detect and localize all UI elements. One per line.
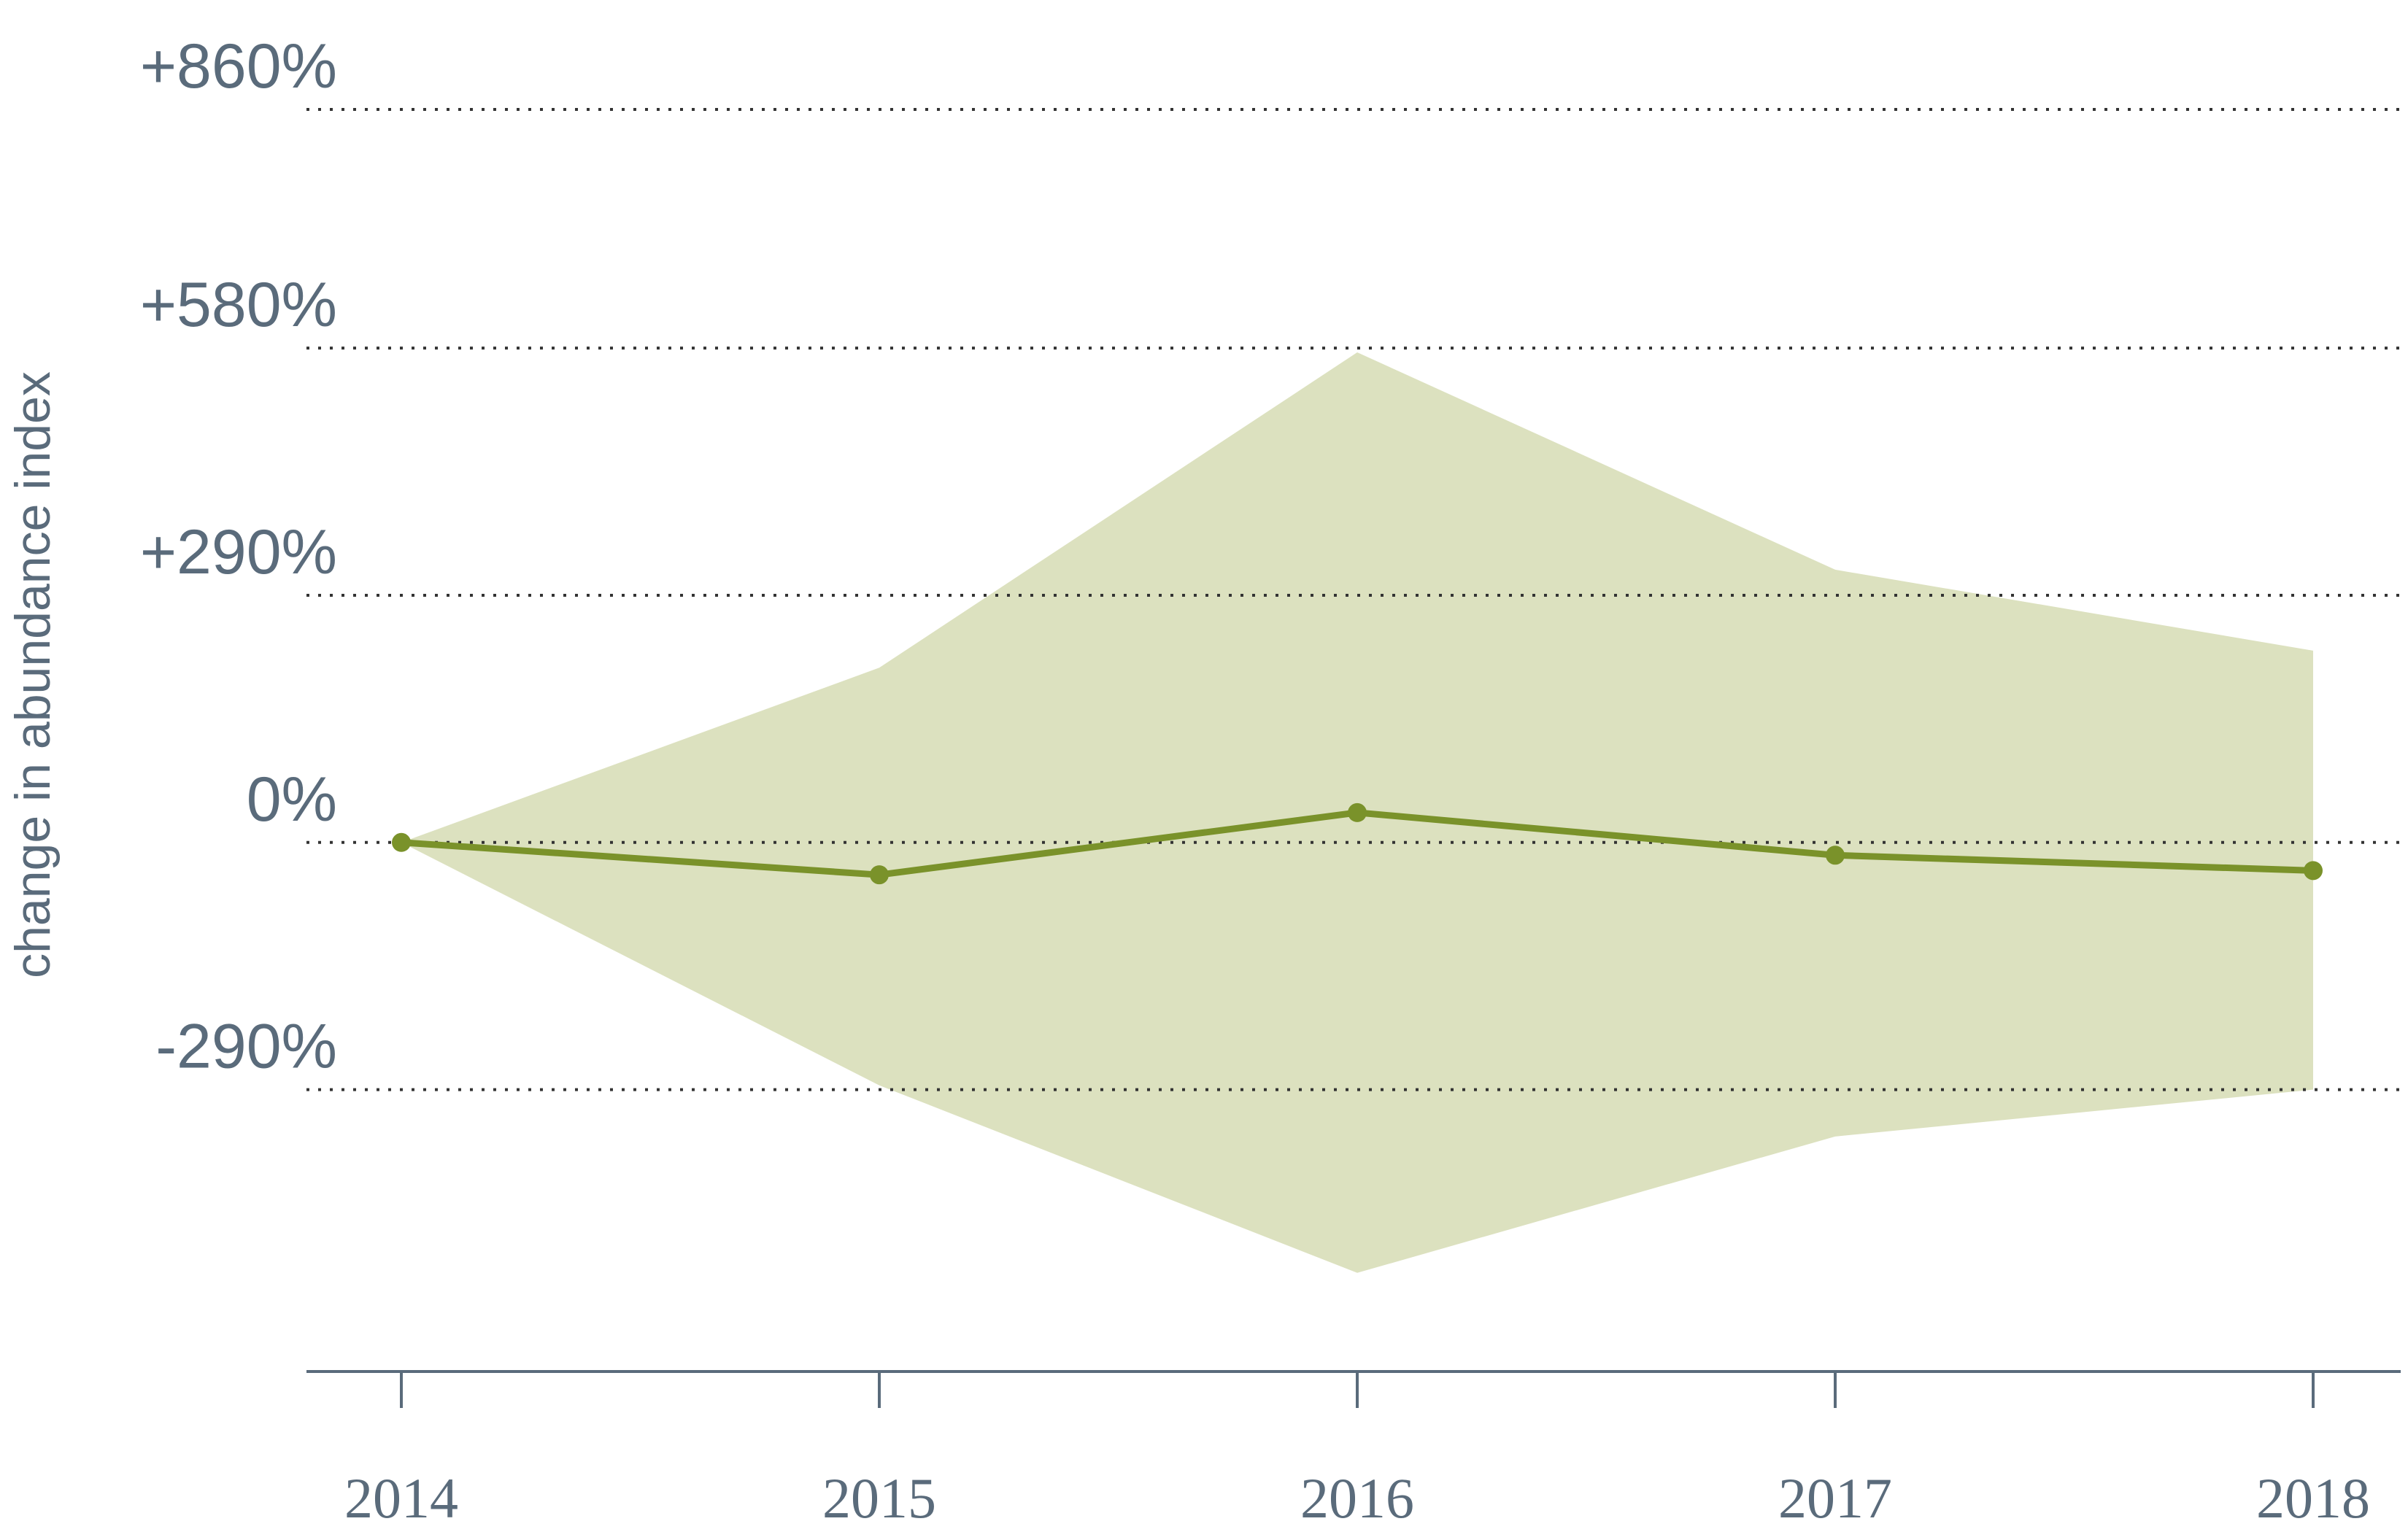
x-tick-label: 2014 — [344, 1466, 458, 1530]
y-axis-title: change in abundance index — [5, 371, 61, 978]
data-point — [870, 865, 889, 885]
y-tick-label: +860% — [140, 31, 337, 101]
x-tick-label: 2017 — [1778, 1466, 1892, 1530]
data-point — [1826, 846, 1845, 865]
data-point — [1348, 802, 1367, 822]
x-tick-labels: 2014 2015 2016 2017 2018 — [344, 1466, 2370, 1530]
x-tick-label: 2015 — [822, 1466, 936, 1530]
y-tick-label: +580% — [140, 270, 337, 340]
data-point — [392, 832, 411, 852]
x-axis — [306, 1370, 2401, 1408]
y-tick-label: 0% — [247, 765, 337, 835]
y-tick-label: -290% — [155, 1012, 337, 1082]
y-tick-labels: -290% 0% +290% +580% +860% — [140, 31, 337, 1082]
data-point — [2304, 861, 2323, 881]
x-tick-label: 2016 — [1300, 1466, 1414, 1530]
series-layer — [392, 802, 2323, 885]
x-tick-label: 2018 — [2256, 1466, 2370, 1530]
y-tick-label: +290% — [140, 517, 337, 587]
